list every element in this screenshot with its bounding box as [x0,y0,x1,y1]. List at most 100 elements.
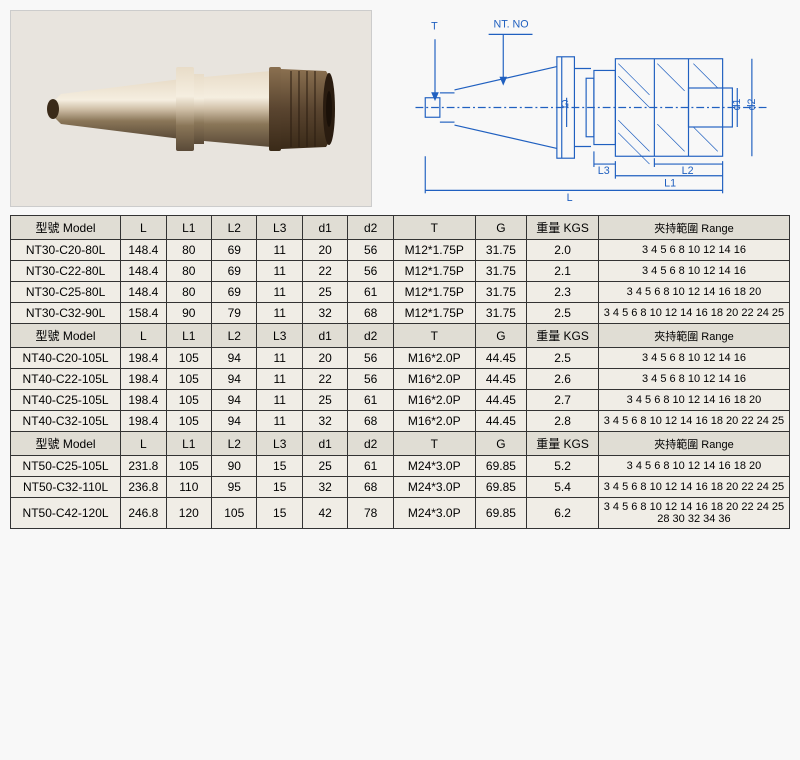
cell-range: 3 4 5 6 8 10 12 14 16 18 20 22 24 25 [598,477,789,498]
header-d1: d1 [302,216,347,240]
table-row: NT50-C32-110L236.811095153268M24*3.0P69.… [11,477,790,498]
cell-d1: 32 [302,411,347,432]
cell-t: M16*2.0P [393,390,475,411]
cell-d1: 20 [302,240,347,261]
header-l: L [121,216,166,240]
cell-d2: 56 [348,369,393,390]
label-L2: L2 [682,165,694,177]
cell-l1: 105 [166,390,211,411]
cell-l3: 11 [257,282,302,303]
cell-l: 198.4 [121,390,166,411]
cell-l1: 80 [166,261,211,282]
table-row: NT40-C22-105L198.410594112256M16*2.0P44.… [11,369,790,390]
cell-g: 69.85 [475,498,527,529]
cell-l2: 94 [212,348,257,369]
cell-t: M16*2.0P [393,369,475,390]
cell-kgs: 2.5 [527,348,599,369]
cell-l: 148.4 [121,240,166,261]
top-section: T NT. NO G L L1 L2 L3 d1 d2 [10,10,790,205]
header-model: 型號 Model [11,324,121,348]
cell-g: 44.45 [475,390,527,411]
cell-l3: 11 [257,303,302,324]
diagram-svg: T NT. NO G L L1 L2 L3 d1 d2 [392,10,790,205]
cell-d2: 68 [348,477,393,498]
cell-d2: 78 [348,498,393,529]
cell-g: 31.75 [475,240,527,261]
cell-l1: 80 [166,282,211,303]
cell-d1: 25 [302,390,347,411]
header-d1: d1 [302,432,347,456]
table-row: NT40-C32-105L198.410594113268M16*2.0P44.… [11,411,790,432]
cell-d2: 61 [348,282,393,303]
cell-range: 3 4 5 6 8 10 12 14 16 [598,348,789,369]
cell-d1: 42 [302,498,347,529]
cell-d1: 25 [302,456,347,477]
header-kgs: 重量 KGS [527,324,599,348]
cell-d2: 68 [348,303,393,324]
cell-kgs: 6.2 [527,498,599,529]
table-header-row: 型號 ModelLL1L2L3d1d2TG重量 KGS夾持範圍 Range [11,324,790,348]
cell-d2: 61 [348,390,393,411]
table-row: NT50-C25-105L231.810590152561M24*3.0P69.… [11,456,790,477]
header-l3: L3 [257,216,302,240]
cell-kgs: 5.2 [527,456,599,477]
cell-d2: 56 [348,240,393,261]
cell-l2: 79 [212,303,257,324]
cell-t: M16*2.0P [393,348,475,369]
header-l: L [121,324,166,348]
header-d2: d2 [348,324,393,348]
header-g: G [475,216,527,240]
cell-range: 3 4 5 6 8 10 12 14 16 18 20 [598,282,789,303]
header-t: T [393,432,475,456]
header-l3: L3 [257,432,302,456]
cell-l1: 90 [166,303,211,324]
cell-g: 44.45 [475,369,527,390]
table-header-row: 型號 ModelLL1L2L3d1d2TG重量 KGS夾持範圍 Range [11,432,790,456]
cell-l3: 11 [257,240,302,261]
cell-l1: 110 [166,477,211,498]
header-range: 夾持範圍 Range [598,432,789,456]
cell-l3: 11 [257,411,302,432]
cell-model: NT30-C32-90L [11,303,121,324]
cell-t: M12*1.75P [393,240,475,261]
header-range: 夾持範圍 Range [598,324,789,348]
cell-t: M12*1.75P [393,261,475,282]
tool-holder-render [41,49,341,169]
cell-range: 3 4 5 6 8 10 12 14 16 18 20 [598,390,789,411]
cell-l2: 94 [212,369,257,390]
header-kgs: 重量 KGS [527,216,599,240]
cell-range: 3 4 5 6 8 10 12 14 16 18 20 22 24 25 [598,411,789,432]
label-L: L [567,192,573,204]
cell-model: NT40-C22-105L [11,369,121,390]
product-photo [10,10,372,207]
label-d1: d1 [731,98,743,110]
label-g: G [561,98,569,110]
table-row: NT30-C20-80L148.48069112056M12*1.75P31.7… [11,240,790,261]
cell-l2: 105 [212,498,257,529]
header-d2: d2 [348,432,393,456]
cell-d1: 22 [302,261,347,282]
cell-l3: 11 [257,369,302,390]
header-l2: L2 [212,324,257,348]
cell-t: M24*3.0P [393,456,475,477]
cell-g: 31.75 [475,282,527,303]
header-l: L [121,432,166,456]
cell-l2: 69 [212,240,257,261]
label-d2: d2 [746,98,758,110]
cell-l1: 105 [166,348,211,369]
cell-kgs: 2.7 [527,390,599,411]
cell-g: 44.45 [475,411,527,432]
header-l2: L2 [212,216,257,240]
header-l1: L1 [166,216,211,240]
cell-range: 3 4 5 6 8 10 12 14 16 [598,369,789,390]
cell-l: 231.8 [121,456,166,477]
cell-model: NT40-C25-105L [11,390,121,411]
table-row: NT30-C22-80L148.48069112256M12*1.75P31.7… [11,261,790,282]
cell-l2: 94 [212,411,257,432]
cell-range: 3 4 5 6 8 10 12 14 16 18 20 [598,456,789,477]
cell-l1: 80 [166,240,211,261]
cell-d2: 56 [348,348,393,369]
header-l2: L2 [212,432,257,456]
cell-d1: 32 [302,303,347,324]
header-l1: L1 [166,324,211,348]
